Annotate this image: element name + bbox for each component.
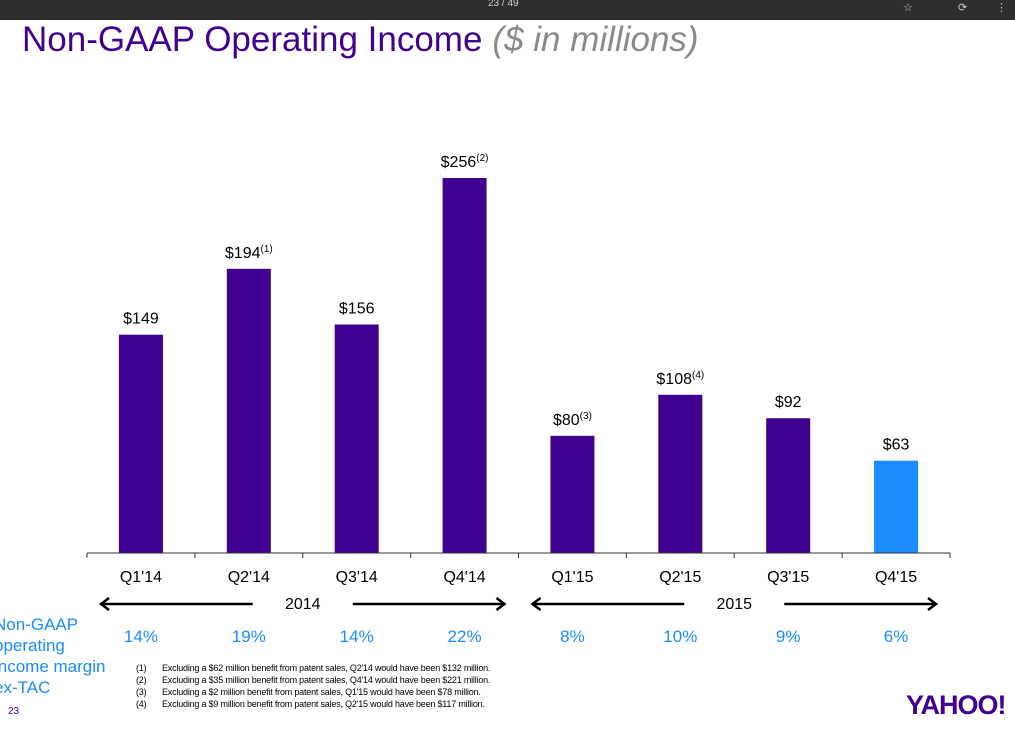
- x-tick-label: Q1'14: [120, 569, 162, 586]
- data-label: $92: [775, 394, 802, 411]
- x-tick-label: Q2'14: [228, 569, 270, 586]
- margin-value: 14%: [124, 627, 158, 646]
- bar-3: [442, 178, 487, 553]
- margin-value: 10%: [663, 627, 697, 646]
- footnote-3: (3) Excluding a $2 million benefit from p…: [136, 687, 481, 697]
- slide-title: Non-GAAP Operating Income ($ in millions): [22, 20, 699, 60]
- bar-6: [766, 418, 811, 553]
- title-main: Non-GAAP Operating Income: [22, 20, 483, 59]
- bar-4: [550, 435, 595, 553]
- footnote-1: (1) Excluding a $62 million benefit from …: [136, 663, 491, 673]
- margin-row-label: Non-GAAP operating income margin ex-TAC: [0, 615, 106, 697]
- arrow-head-left: [530, 597, 542, 611]
- margin-value: 9%: [776, 627, 801, 646]
- margin-value: 19%: [232, 627, 266, 646]
- year-label: 2014: [285, 596, 321, 613]
- margin-value: 22%: [448, 627, 482, 646]
- page-indicator: 23 / 49: [488, 0, 519, 9]
- data-label: $108(4): [656, 370, 704, 388]
- footnote-4: (4) Excluding a $9 million benefit from p…: [136, 699, 485, 709]
- bar-0: [118, 334, 163, 553]
- x-tick-label: Q3'14: [336, 569, 378, 586]
- footnotes: (1) Excluding a $62 million benefit from …: [136, 662, 490, 710]
- slide-number: 23: [8, 706, 20, 717]
- margin-value: 6%: [884, 627, 909, 646]
- x-tick-label: Q4'15: [875, 569, 917, 586]
- viewer-toolbar: 23 / 49 ☆ ⟳ ⋮: [0, 0, 1015, 20]
- x-tick-label: Q1'15: [551, 569, 593, 586]
- data-label: $63: [883, 437, 910, 454]
- data-label: $156: [339, 300, 375, 317]
- yahoo-logo: YAHOO!: [906, 690, 1007, 720]
- x-tick-label: Q3'15: [767, 569, 809, 586]
- bar-5: [658, 394, 703, 553]
- data-label: $194(1): [225, 244, 273, 262]
- bookmark-icon[interactable]: ☆: [903, 1, 913, 14]
- arrow-head-right: [495, 597, 507, 611]
- data-label: $256(2): [441, 153, 489, 171]
- arrow-head-left: [98, 597, 110, 611]
- title-subtitle: ($ in millions): [492, 20, 699, 59]
- data-label: $149: [123, 311, 159, 328]
- data-label: $80(3): [553, 411, 592, 429]
- margin-value: 14%: [340, 627, 374, 646]
- bar-7: [874, 460, 919, 553]
- x-tick-label: Q4'14: [443, 569, 485, 586]
- arrow-head-right: [927, 597, 939, 611]
- year-label: 2015: [716, 596, 752, 613]
- bar-2: [334, 324, 379, 553]
- more-icon[interactable]: ⋮: [996, 1, 1007, 14]
- margin-value: 8%: [560, 627, 585, 646]
- x-tick-label: Q2'15: [659, 569, 701, 586]
- rotate-icon[interactable]: ⟳: [958, 1, 968, 14]
- bar-1: [226, 268, 271, 553]
- footnote-2: (2) Excluding a $35 million benefit from …: [136, 675, 491, 685]
